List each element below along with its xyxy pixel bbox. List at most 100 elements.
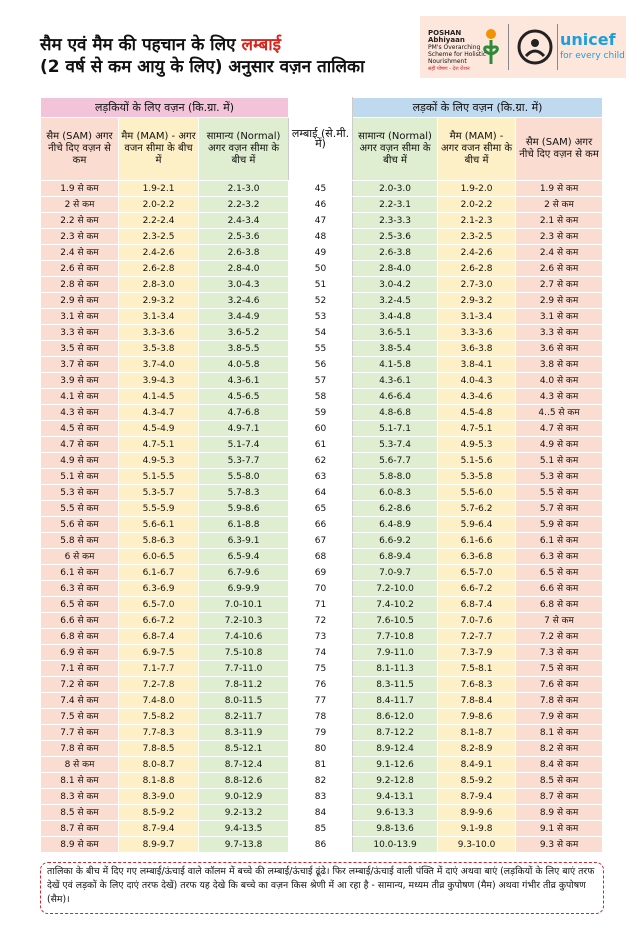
table-cell: 8.1 से कम bbox=[40, 772, 119, 789]
table-cell: 2.8 से कम bbox=[40, 276, 119, 293]
table-cell: 3.8 से कम bbox=[515, 356, 604, 373]
table-cell: 2.2-3.1 bbox=[352, 196, 439, 213]
poshan-logo: POSHAN Abhiyaan PM's Overarching Scheme f… bbox=[428, 30, 488, 73]
poshan-sub: PM's Overarching Scheme for Holistic Nou… bbox=[428, 44, 487, 65]
table-cell: 3.9 से कम bbox=[40, 372, 119, 389]
table-cell: 77 bbox=[288, 692, 354, 709]
table-cell: 6.6 से कम bbox=[515, 580, 604, 597]
table-cell: 2.4-2.6 bbox=[437, 244, 517, 261]
table-cell: 3.8-5.5 bbox=[197, 340, 290, 357]
table-cell: 2.6-2.8 bbox=[118, 260, 199, 277]
table-row: 4.9 से कम 4.9-5.3 5.3-7.7 62 5.6-7.7 5.1-5.6 5… bbox=[40, 452, 604, 469]
table-cell: 62 bbox=[288, 452, 354, 469]
table-row: 6 से कम 6.0-6.5 6.5-9.4 68 6.8-9.4 6.3-6.8 6.3… bbox=[40, 548, 604, 565]
table-cell: 6.1-8.8 bbox=[197, 516, 290, 533]
table-cell: 4.3-6.1 bbox=[352, 372, 439, 389]
table-cell: 8.1-11.3 bbox=[352, 660, 439, 677]
table-cell: 8.7-12.4 bbox=[197, 756, 290, 773]
table-cell: 8.9-12.4 bbox=[352, 740, 439, 757]
table-cell: 8.0-8.7 bbox=[118, 756, 199, 773]
table-cell: 6.3-6.9 bbox=[118, 580, 199, 597]
table-cell: 4.1-5.8 bbox=[352, 356, 439, 373]
table-row: 4.1 से कम 4.1-4.5 4.5-6.5 58 4.6-6.4 4.3-4.6 4… bbox=[40, 388, 604, 405]
table-cell: 79 bbox=[288, 724, 354, 741]
table-row: 2.3 से कम 2.3-2.5 2.5-3.6 48 2.5-3.6 2.3-2.5 2… bbox=[40, 228, 604, 245]
table-row: 4.5 से कम 4.5-4.9 4.9-7.1 60 5.1-7.1 4.7-5.1 4… bbox=[40, 420, 604, 437]
table-cell: 8.3-11.5 bbox=[352, 676, 439, 693]
table-cell: 7 से कम bbox=[515, 612, 604, 629]
table-cell: 2.8-3.0 bbox=[118, 276, 199, 293]
table-row: 3.3 से कम 3.3-3.6 3.6-5.2 54 3.6-5.1 3.3-3.6 3… bbox=[40, 324, 604, 341]
table-cell: 7.2-7.7 bbox=[437, 628, 517, 645]
table-cell: 6.8 से कम bbox=[515, 596, 604, 613]
table-cell: 48 bbox=[288, 228, 354, 245]
table-cell: 8.9-9.6 bbox=[437, 804, 517, 821]
table-cell: 1.9-2.1 bbox=[118, 180, 199, 197]
table-cell: 5.7 से कम bbox=[515, 500, 604, 517]
table-cell: 46 bbox=[288, 196, 354, 213]
table-row: 2 से कम 2.0-2.2 2.2-3.2 46 2.2-3.1 2.0-2.2 2 स… bbox=[40, 196, 604, 213]
table-cell: 3.7-4.0 bbox=[118, 356, 199, 373]
table-cell: 66 bbox=[288, 516, 354, 533]
table-cell: 7.2 से कम bbox=[515, 628, 604, 645]
table-row: 6.1 से कम 6.1-6.7 6.7-9.6 69 7.0-9.7 6.5-7.0 6… bbox=[40, 564, 604, 581]
table-cell: 86 bbox=[288, 836, 354, 853]
table-row: 3.7 से कम 3.7-4.0 4.0-5.8 56 4.1-5.8 3.8-4.1 3… bbox=[40, 356, 604, 373]
table-cell: 3.1-3.4 bbox=[118, 308, 199, 325]
table-cell: 6.7-9.6 bbox=[197, 564, 290, 581]
table-row: 7.8 से कम 7.8-8.5 8.5-12.1 80 8.9-12.4 8.2-8.… bbox=[40, 740, 604, 757]
table-cell: 3.7 से कम bbox=[40, 356, 119, 373]
table-row: 6.8 से कम 6.8-7.4 7.4-10.6 73 7.7-10.8 7.2-7.… bbox=[40, 628, 604, 645]
table-cell: 8.7 से कम bbox=[40, 820, 119, 837]
table-cell: 8.4-11.7 bbox=[352, 692, 439, 709]
table-cell: 5.1 से कम bbox=[515, 452, 604, 469]
table-cell: 2.6-3.8 bbox=[197, 244, 290, 261]
table-cell: 4.9 से कम bbox=[40, 452, 119, 469]
table-cell: 2.9 से कम bbox=[515, 292, 604, 309]
table-cell: 56 bbox=[288, 356, 354, 373]
table-row: 7.4 से कम 7.4-8.0 8.0-11.5 77 8.4-11.7 7.8-8.… bbox=[40, 692, 604, 709]
table-cell: 57 bbox=[288, 372, 354, 389]
table-cell: 4.1-4.5 bbox=[118, 388, 199, 405]
table-cell: 47 bbox=[288, 212, 354, 229]
table-cell: 8.5-12.1 bbox=[197, 740, 290, 757]
table-cell: 8.9 से कम bbox=[40, 836, 119, 853]
table-cell: 7.1-7.7 bbox=[118, 660, 199, 677]
table-cell: 5.5-8.0 bbox=[197, 468, 290, 485]
table-cell: 82 bbox=[288, 772, 354, 789]
table-cell: 8.1-8.7 bbox=[437, 724, 517, 741]
table-row: 8.7 से कम 8.7-9.4 9.4-13.5 85 9.8-13.6 9.1-9.… bbox=[40, 820, 604, 837]
table-cell: 9.2-12.8 bbox=[352, 772, 439, 789]
table-cell: 8.3-9.0 bbox=[118, 788, 199, 805]
table-cell: 84 bbox=[288, 804, 354, 821]
table-cell: 3.1 से कम bbox=[515, 308, 604, 325]
table-cell: 2 से कम bbox=[40, 196, 119, 213]
table-cell: 5.8-8.0 bbox=[352, 468, 439, 485]
unicef-tag: for every child bbox=[560, 51, 625, 61]
table-cell: 5.1-7.1 bbox=[352, 420, 439, 437]
column-header: सामान्य (Normal) अगर वज़न सीमा के बीच मे… bbox=[352, 117, 439, 181]
table-cell: 3.4-4.9 bbox=[197, 308, 290, 325]
table-cell: 4.7-5.1 bbox=[437, 420, 517, 437]
table-cell: 3.6-5.1 bbox=[352, 324, 439, 341]
table-cell: 4.5 से कम bbox=[40, 420, 119, 437]
table-cell: 4.5-4.8 bbox=[437, 404, 517, 421]
table-cell: 3.3 से कम bbox=[515, 324, 604, 341]
table-cell: 2.6 से कम bbox=[40, 260, 119, 277]
table-cell: 6.6 से कम bbox=[40, 612, 119, 629]
table-cell: 10.0-13.9 bbox=[352, 836, 439, 853]
table-row: 2.9 से कम 2.9-3.2 3.2-4.6 52 3.2-4.5 2.9-3.2 2… bbox=[40, 292, 604, 309]
weight-table: लड़कियों के लिए वज़न (कि.ग्रा. में) लम्बा… bbox=[39, 97, 604, 853]
table-cell: 5.8-6.3 bbox=[118, 532, 199, 549]
table-cell: 4.6-6.4 bbox=[352, 388, 439, 405]
table-cell: 5.3 से कम bbox=[515, 468, 604, 485]
table-cell: 2.8-4.0 bbox=[197, 260, 290, 277]
table-cell: 6 से कम bbox=[40, 548, 119, 565]
table-cell: 53 bbox=[288, 308, 354, 325]
table-cell: 7.0-10.1 bbox=[197, 596, 290, 613]
table-cell: 58 bbox=[288, 388, 354, 405]
table-cell: 9.8-13.6 bbox=[352, 820, 439, 837]
table-cell: 8.4-9.1 bbox=[437, 756, 517, 773]
table-cell: 8.9 से कम bbox=[515, 804, 604, 821]
